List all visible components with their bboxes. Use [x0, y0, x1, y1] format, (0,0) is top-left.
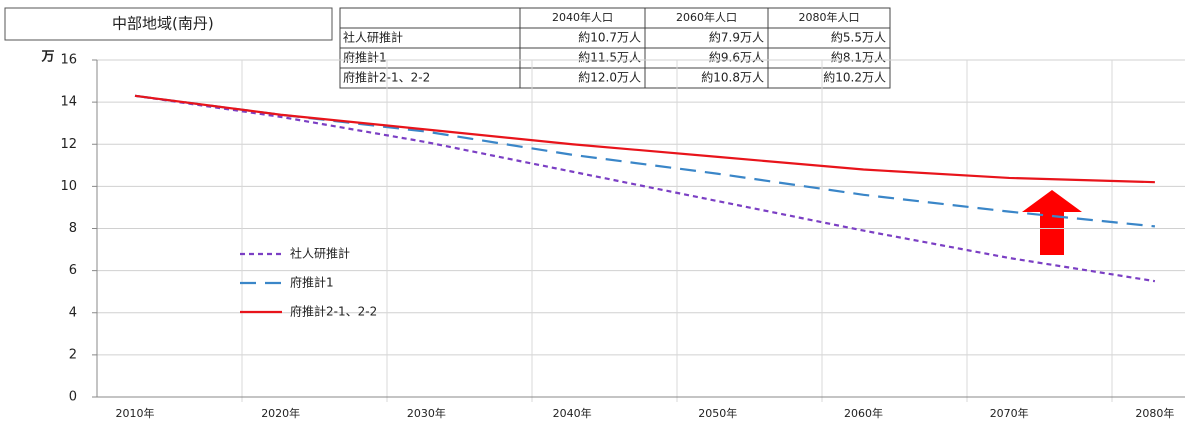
chart-title: 中部地域(南丹) [112, 15, 214, 33]
y-tick-label: 14 [60, 95, 77, 110]
y-tick-label: 16 [60, 53, 77, 68]
table-cell: 約10.2万人 [823, 70, 886, 85]
table-cell: 約10.7万人 [578, 30, 641, 45]
table-cell: 約11.5万人 [578, 50, 641, 65]
title-box [4, 7, 333, 41]
y-tick-label: 2 [69, 347, 77, 362]
x-tick-label: 2070年 [990, 406, 1029, 420]
summary-table: 2040年人口 2060年人口 2080年人口社人研推計 約10.7万人 約7.9万人約… [339, 7, 891, 89]
up-arrow [1022, 190, 1082, 255]
y-tick-label: 12 [60, 137, 77, 152]
x-tick-label: 2030年 [407, 406, 446, 420]
series-line [134, 94, 1156, 228]
y-tick-label: 0 [69, 390, 77, 405]
table-cell: 府推計1 [343, 50, 387, 65]
legend-label: 府推計2-1、2-2 [290, 304, 377, 319]
legend-label: 社人研推計 [290, 246, 350, 261]
x-tick-label: 2080年 [1135, 406, 1174, 420]
y-tick-label: 4 [69, 305, 77, 320]
y-tick-label: 6 [69, 263, 77, 278]
table-header: 2080年人口 [799, 10, 860, 24]
table-header: 2040年人口 [552, 10, 613, 24]
table-cell: 約9.6万人 [709, 50, 764, 65]
x-tick-label: 2040年 [553, 406, 592, 420]
table-cell: 社人研推計 [343, 30, 403, 45]
x-tick-label: 2010年 [116, 406, 155, 420]
x-tick-label: 2060年 [844, 406, 883, 420]
table-cell: 約8.1万人 [831, 50, 886, 65]
legend-label: 府推計1 [290, 275, 334, 290]
table-cell: 約10.8万人 [701, 70, 764, 85]
x-tick-label: 2020年 [261, 406, 300, 420]
table-cell: 約12.0万人 [578, 70, 641, 85]
table-cell: 約7.9万人 [709, 30, 764, 45]
table-header: 2060年人口 [676, 10, 737, 24]
series-line [134, 94, 1155, 184]
y-axis-label: 万 [40, 50, 54, 65]
x-tick-label: 2050年 [698, 406, 737, 420]
y-tick-label: 10 [60, 179, 77, 194]
y-tick-label: 8 [69, 221, 77, 236]
series-line [134, 94, 1156, 283]
table-cell: 約5.5万人 [831, 30, 886, 45]
